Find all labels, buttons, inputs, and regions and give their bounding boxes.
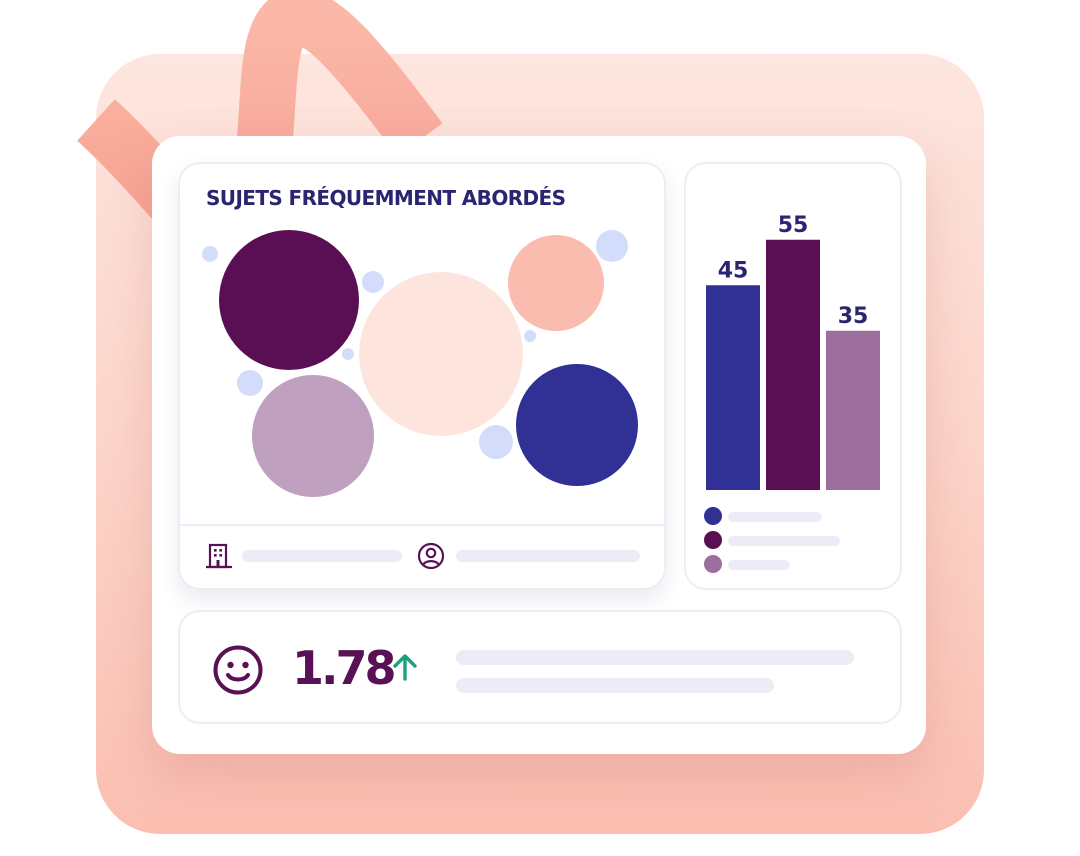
bubble-dot xyxy=(524,330,536,342)
bar-value-label: 35 xyxy=(838,304,869,329)
bubble-dot xyxy=(202,246,218,262)
bubble-dot xyxy=(237,370,263,396)
topic-bubble-salmon xyxy=(508,235,604,331)
topics-footer xyxy=(180,524,664,588)
smiley-icon xyxy=(213,645,263,695)
bubble-dot xyxy=(362,271,384,293)
score-placeholder-1 xyxy=(456,650,854,665)
bar-3 xyxy=(826,330,880,490)
topic-bubble-navy xyxy=(516,364,638,486)
bubble-dot xyxy=(342,348,354,360)
score-panel: 1.78 xyxy=(178,610,902,724)
topic-bubble-light-peach xyxy=(359,272,523,436)
topics-panel: SUJETS FRÉQUEMMENT ABORDÉS xyxy=(178,162,666,590)
bubble-dot xyxy=(479,425,513,459)
dashboard-card: SUJETS FRÉQUEMMENT ABORDÉS xyxy=(152,136,926,754)
legend-item xyxy=(704,530,884,550)
bar-1 xyxy=(706,285,760,490)
bar-chart: 45 55 35 xyxy=(706,213,880,490)
legend-item xyxy=(704,506,884,526)
topic-bubble-dark-purple xyxy=(219,230,359,370)
score-value: 1.78 xyxy=(292,641,396,695)
bar-value-label: 55 xyxy=(778,213,809,238)
topic-bubble-lilac xyxy=(252,375,374,497)
footer-placeholder-2 xyxy=(456,550,640,562)
bar-2 xyxy=(766,239,820,490)
legend-dot xyxy=(704,555,722,573)
bar-chart-panel: 45 55 35 xyxy=(684,162,902,590)
topics-title: SUJETS FRÉQUEMMENT ABORDÉS xyxy=(206,186,566,210)
legend-dot xyxy=(704,507,722,525)
legend-item xyxy=(704,554,884,574)
user-icon xyxy=(417,542,445,570)
legend-placeholder xyxy=(728,536,840,546)
bar-value-label: 45 xyxy=(718,258,749,283)
arrow-up-icon xyxy=(393,654,417,681)
footer-placeholder-1 xyxy=(242,550,402,562)
bubble-chart xyxy=(202,230,638,497)
score-placeholder-2 xyxy=(456,678,774,693)
legend-placeholder xyxy=(728,512,822,522)
building-icon xyxy=(206,543,232,569)
legend-placeholder xyxy=(728,560,790,570)
legend-dot xyxy=(704,531,722,549)
bubble-dot xyxy=(596,230,628,262)
